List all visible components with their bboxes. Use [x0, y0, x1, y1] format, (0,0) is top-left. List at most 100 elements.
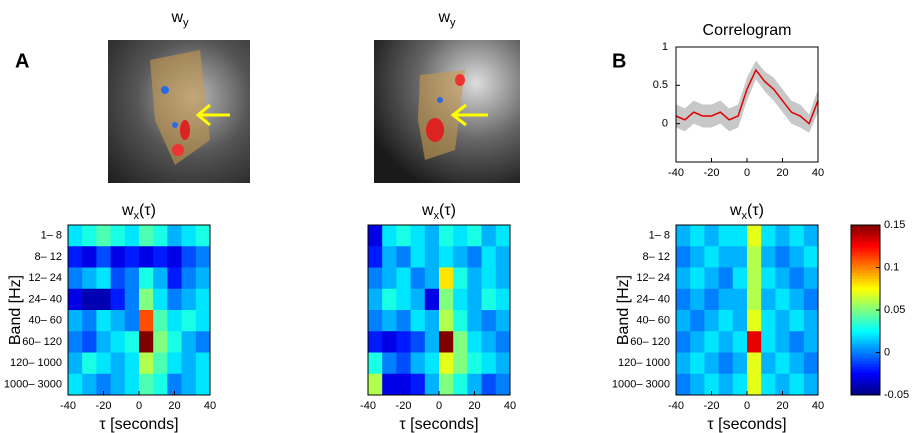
- heat-cell: [139, 331, 154, 353]
- heat-cell: [467, 373, 483, 396]
- heat-cell: [704, 267, 720, 290]
- colorbar-step: [851, 304, 880, 308]
- heat-cell: [467, 225, 483, 247]
- heat-cell: [396, 225, 412, 247]
- colorbar-step: [851, 329, 880, 334]
- colorbar-step: [851, 372, 880, 376]
- heat-cell: [110, 225, 126, 247]
- heat-cell: [718, 246, 734, 268]
- heat-cell: [195, 331, 211, 353]
- x-tick-label: -40: [668, 400, 684, 412]
- heat-cell: [803, 267, 819, 290]
- heat-cell: [110, 246, 126, 268]
- colorbar-tick-label: -0.05: [884, 389, 909, 401]
- heat-cell: [82, 310, 97, 332]
- x-tick-label: 0: [744, 167, 750, 179]
- heat-cell: [139, 225, 154, 247]
- heat-cell: [68, 246, 83, 268]
- y-tick-label: 1– 8: [41, 230, 62, 242]
- x-tick-label: 0: [136, 400, 142, 412]
- heat-cell: [747, 225, 762, 247]
- colorbar-step: [851, 298, 880, 302]
- colorbar-step: [851, 349, 880, 353]
- heat-cell: [68, 373, 83, 396]
- y-tick-label: 8– 12: [34, 251, 62, 263]
- colorbar-step: [851, 267, 880, 271]
- heat-cell: [110, 267, 126, 290]
- colorbar-step: [851, 355, 880, 359]
- heat-cell: [439, 310, 454, 332]
- panel-label: A: [15, 50, 29, 72]
- heat-cell: [439, 331, 454, 353]
- heat-cell: [747, 310, 762, 332]
- heat-cell: [747, 246, 762, 268]
- colorbar-step: [851, 227, 880, 232]
- x-tick-label: 20: [776, 167, 788, 179]
- heat-cell: [495, 331, 511, 353]
- colorbar-step: [851, 321, 880, 325]
- title-part: w: [121, 202, 134, 219]
- colorbar-tick-label: 0: [884, 346, 890, 358]
- colorbar-step: [851, 276, 880, 280]
- y-tick-label: 1– 8: [649, 230, 670, 242]
- heat-cell: [439, 225, 454, 247]
- heat-cell: [368, 373, 383, 396]
- heat-cell: [167, 373, 183, 396]
- image-title: wy: [437, 9, 456, 29]
- heat-cell: [424, 310, 440, 332]
- title-sub: x: [134, 210, 140, 222]
- colorbar-step: [851, 318, 880, 322]
- heat-cell: [690, 288, 705, 311]
- colorbar-step: [851, 230, 880, 234]
- heat-cell: [424, 331, 440, 353]
- heat-cell: [167, 288, 183, 311]
- x-tick-label: -40: [360, 400, 376, 412]
- heat-cell: [124, 225, 140, 247]
- heat-cell: [690, 225, 705, 247]
- y-axis-label: Band [Hz]: [7, 275, 24, 345]
- heat-cell: [195, 310, 211, 332]
- heat-cell: [396, 310, 412, 332]
- colorbar-step: [851, 361, 880, 365]
- heat-cell: [439, 352, 454, 375]
- heat-cell: [439, 246, 454, 268]
- x-tick-label: 20: [468, 400, 480, 412]
- colorbar-tick-label: 0.1: [884, 261, 899, 273]
- y-tick-label: 12– 24: [636, 272, 670, 284]
- y-tick-label: 0: [662, 118, 668, 130]
- heat-cell: [775, 352, 791, 375]
- heat-cell: [82, 288, 97, 311]
- heat-cell: [410, 246, 426, 268]
- heat-cell: [718, 310, 734, 332]
- heat-cell: [368, 267, 383, 290]
- heat-cell: [96, 310, 112, 332]
- heat-cell: [690, 246, 705, 268]
- colorbar-step: [851, 363, 880, 368]
- heat-cell: [747, 267, 762, 290]
- heat-cell: [181, 310, 197, 332]
- heat-cell: [704, 246, 720, 268]
- heat-cell: [368, 331, 383, 353]
- colorbar-step: [851, 259, 880, 263]
- colorbar-step: [851, 341, 880, 345]
- heat-cell: [110, 310, 126, 332]
- y-tick-label: 40– 60: [636, 315, 670, 327]
- heat-cell: [424, 225, 440, 247]
- heat-cell: [68, 331, 83, 353]
- heat-cell: [396, 352, 412, 375]
- colorbar-step: [851, 324, 880, 328]
- heat-cell: [195, 373, 211, 396]
- heat-cell: [704, 225, 720, 247]
- colorbar-step: [851, 236, 880, 240]
- heat-cell: [789, 310, 805, 332]
- heat-cell: [775, 310, 791, 332]
- heat-cell: [181, 225, 197, 247]
- heat-cell: [110, 288, 126, 311]
- x-tick-label: -20: [396, 400, 412, 412]
- heat-cell: [382, 373, 397, 396]
- colorbar-step: [851, 307, 880, 311]
- heat-cell: [676, 225, 691, 247]
- heat-cell: [789, 288, 805, 311]
- confidence-band: [676, 60, 818, 133]
